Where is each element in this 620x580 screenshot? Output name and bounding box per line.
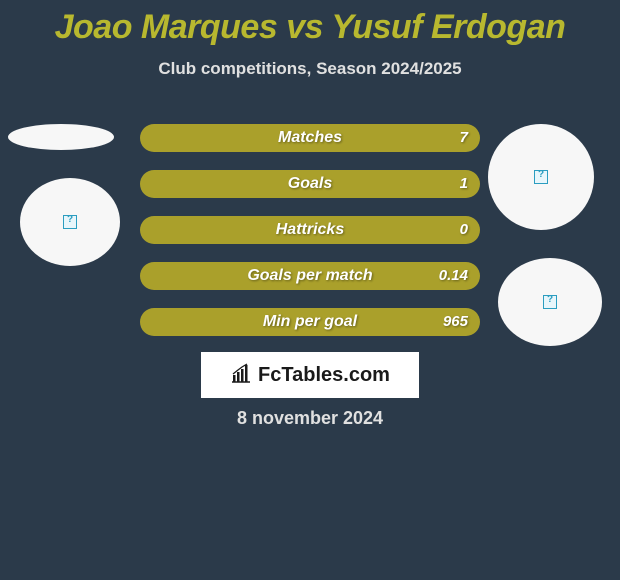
stat-label: Matches — [140, 124, 480, 152]
bar-chart-icon — [230, 362, 252, 389]
stats-bar-group: Matches 7 Goals 1 Hattricks 0 Goals per … — [140, 124, 480, 354]
date-label: 8 november 2024 — [0, 408, 620, 429]
page-subtitle: Club competitions, Season 2024/2025 — [0, 59, 620, 79]
stat-row-goals: Goals 1 — [140, 170, 480, 198]
image-placeholder-icon — [543, 295, 557, 309]
stat-value: 7 — [460, 124, 468, 152]
stat-row-goals-per-match: Goals per match 0.14 — [140, 262, 480, 290]
player-left-ellipse — [8, 124, 114, 150]
player-right-secondary-circle — [498, 258, 602, 346]
stat-value: 0.14 — [439, 262, 468, 290]
stat-value: 1 — [460, 170, 468, 198]
page-title: Joao Marques vs Yusuf Erdogan — [0, 0, 620, 47]
stat-label: Goals per match — [140, 262, 480, 290]
stat-label: Goals — [140, 170, 480, 198]
image-placeholder-icon — [534, 170, 548, 184]
stat-value: 0 — [460, 216, 468, 244]
player-left-avatar-circle — [20, 178, 120, 266]
image-placeholder-icon — [63, 215, 77, 229]
stat-row-matches: Matches 7 — [140, 124, 480, 152]
stat-row-hattricks: Hattricks 0 — [140, 216, 480, 244]
player-right-avatar-circle — [488, 124, 594, 230]
brand-attribution: FcTables.com — [201, 352, 419, 398]
stat-label: Min per goal — [140, 308, 480, 336]
brand-text: FcTables.com — [258, 364, 390, 387]
stat-label: Hattricks — [140, 216, 480, 244]
stat-value: 965 — [443, 308, 468, 336]
stat-row-min-per-goal: Min per goal 965 — [140, 308, 480, 336]
